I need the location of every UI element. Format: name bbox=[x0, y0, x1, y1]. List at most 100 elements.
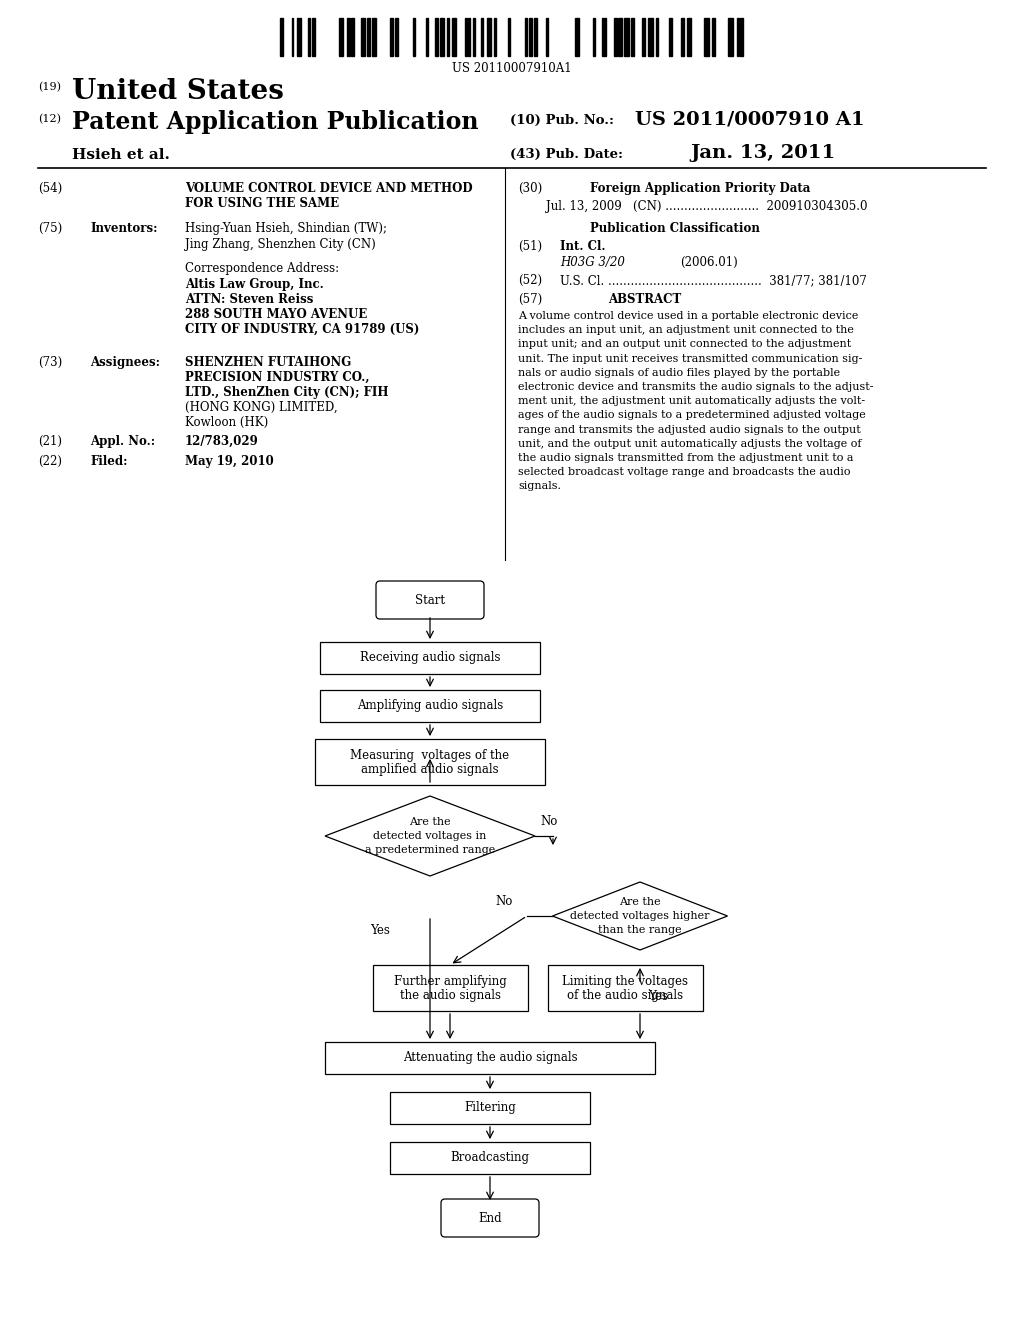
Text: Yes: Yes bbox=[370, 924, 390, 937]
Text: Amplifying audio signals: Amplifying audio signals bbox=[357, 700, 503, 713]
Bar bbox=[712, 18, 715, 55]
Text: (57): (57) bbox=[518, 293, 543, 306]
Text: No: No bbox=[496, 895, 513, 908]
Text: Filed:: Filed: bbox=[90, 455, 128, 469]
Text: United States: United States bbox=[72, 78, 284, 106]
Bar bbox=[617, 18, 623, 55]
Bar bbox=[453, 18, 456, 55]
Text: (21): (21) bbox=[38, 436, 62, 447]
Text: End: End bbox=[478, 1212, 502, 1225]
Text: A volume control device used in a portable electronic device: A volume control device used in a portab… bbox=[518, 312, 858, 321]
Bar bbox=[347, 18, 350, 55]
Bar bbox=[728, 18, 732, 55]
Bar bbox=[740, 18, 743, 55]
Text: 12/783,029: 12/783,029 bbox=[185, 436, 259, 447]
Bar bbox=[435, 18, 438, 55]
Text: (12): (12) bbox=[38, 114, 61, 124]
Text: ATTN: Steven Reiss: ATTN: Steven Reiss bbox=[185, 293, 313, 306]
Text: Publication Classification: Publication Classification bbox=[590, 222, 760, 235]
Bar bbox=[367, 18, 370, 55]
Text: Correspondence Address:: Correspondence Address: bbox=[185, 261, 339, 275]
Bar bbox=[535, 18, 537, 55]
Bar bbox=[280, 18, 283, 55]
Bar bbox=[308, 18, 310, 55]
Text: selected broadcast voltage range and broadcasts the audio: selected broadcast voltage range and bro… bbox=[518, 467, 851, 478]
Text: Further amplifying: Further amplifying bbox=[393, 974, 507, 987]
Text: Are the: Are the bbox=[620, 898, 660, 907]
Bar bbox=[465, 18, 467, 55]
Text: of the audio signals: of the audio signals bbox=[567, 989, 683, 1002]
Bar bbox=[473, 18, 475, 55]
Text: Yes: Yes bbox=[648, 990, 668, 1003]
FancyBboxPatch shape bbox=[373, 965, 527, 1011]
Text: US 20110007910A1: US 20110007910A1 bbox=[453, 62, 571, 75]
Text: Assignees:: Assignees: bbox=[90, 356, 160, 370]
FancyBboxPatch shape bbox=[390, 1142, 590, 1173]
Text: Attenuating the audio signals: Attenuating the audio signals bbox=[402, 1052, 578, 1064]
Bar bbox=[631, 18, 634, 55]
Bar bbox=[292, 18, 294, 55]
Text: PRECISION INDUSTRY CO.,: PRECISION INDUSTRY CO., bbox=[185, 371, 370, 384]
FancyBboxPatch shape bbox=[441, 1199, 539, 1237]
Text: Altis Law Group, Inc.: Altis Law Group, Inc. bbox=[185, 279, 324, 290]
FancyBboxPatch shape bbox=[390, 1092, 590, 1125]
Text: (19): (19) bbox=[38, 82, 61, 92]
Text: Measuring  voltages of the: Measuring voltages of the bbox=[350, 748, 510, 762]
Text: (54): (54) bbox=[38, 182, 62, 195]
Text: Jing Zhang, Shenzhen City (CN): Jing Zhang, Shenzhen City (CN) bbox=[185, 238, 376, 251]
Bar bbox=[395, 18, 397, 55]
Bar bbox=[642, 18, 645, 55]
Bar bbox=[360, 18, 365, 55]
Polygon shape bbox=[325, 796, 535, 876]
Bar bbox=[414, 18, 415, 55]
Bar bbox=[372, 18, 376, 55]
Text: Broadcasting: Broadcasting bbox=[451, 1151, 529, 1164]
Bar bbox=[426, 18, 428, 55]
Bar bbox=[648, 18, 653, 55]
Bar bbox=[339, 18, 343, 55]
FancyBboxPatch shape bbox=[376, 581, 484, 619]
Text: May 19, 2010: May 19, 2010 bbox=[185, 455, 273, 469]
Bar bbox=[669, 18, 673, 55]
Text: (HONG KONG) LIMITED,: (HONG KONG) LIMITED, bbox=[185, 401, 338, 414]
Bar bbox=[602, 18, 605, 55]
Text: H03G 3/20: H03G 3/20 bbox=[560, 256, 625, 269]
Text: signals.: signals. bbox=[518, 482, 561, 491]
Text: unit, and the output unit automatically adjusts the voltage of: unit, and the output unit automatically … bbox=[518, 438, 861, 449]
Text: (51): (51) bbox=[518, 240, 542, 253]
Bar bbox=[495, 18, 497, 55]
Text: (73): (73) bbox=[38, 356, 62, 370]
Bar bbox=[736, 18, 739, 55]
Text: ment unit, the adjustment unit automatically adjusts the volt-: ment unit, the adjustment unit automatic… bbox=[518, 396, 865, 407]
Polygon shape bbox=[553, 882, 727, 950]
Bar bbox=[508, 18, 510, 55]
FancyBboxPatch shape bbox=[315, 739, 545, 785]
Bar bbox=[613, 18, 616, 55]
Text: includes an input unit, an adjustment unit connected to the: includes an input unit, an adjustment un… bbox=[518, 325, 854, 335]
Text: No: No bbox=[540, 814, 557, 828]
FancyBboxPatch shape bbox=[325, 1041, 655, 1074]
Bar bbox=[447, 18, 450, 55]
Text: Start: Start bbox=[415, 594, 445, 606]
FancyBboxPatch shape bbox=[548, 965, 702, 1011]
Text: input unit; and an output unit connected to the adjustment: input unit; and an output unit connected… bbox=[518, 339, 851, 350]
Text: detected voltages in: detected voltages in bbox=[374, 832, 486, 841]
Text: US 2011/0007910 A1: US 2011/0007910 A1 bbox=[635, 110, 864, 128]
Text: the audio signals: the audio signals bbox=[399, 989, 501, 1002]
Text: Int. Cl.: Int. Cl. bbox=[560, 240, 605, 253]
Bar bbox=[440, 18, 443, 55]
Text: amplified audio signals: amplified audio signals bbox=[361, 763, 499, 776]
Text: Kowloon (HK): Kowloon (HK) bbox=[185, 416, 268, 429]
Bar bbox=[468, 18, 470, 55]
Text: ABSTRACT: ABSTRACT bbox=[608, 293, 681, 306]
Text: detected voltages higher: detected voltages higher bbox=[570, 911, 710, 921]
Bar bbox=[574, 18, 579, 55]
Bar bbox=[390, 18, 393, 55]
Text: Hsing-Yuan Hsieh, Shindian (TW);: Hsing-Yuan Hsieh, Shindian (TW); bbox=[185, 222, 387, 235]
Text: (22): (22) bbox=[38, 455, 62, 469]
Text: unit. The input unit receives transmitted communication sig-: unit. The input unit receives transmitte… bbox=[518, 354, 862, 363]
Text: VOLUME CONTROL DEVICE AND METHOD
FOR USING THE SAME: VOLUME CONTROL DEVICE AND METHOD FOR USI… bbox=[185, 182, 473, 210]
Bar bbox=[481, 18, 483, 55]
Text: Jul. 13, 2009   (CN) .........................  200910304305.0: Jul. 13, 2009 (CN) .....................… bbox=[546, 201, 867, 213]
Text: the audio signals transmitted from the adjustment unit to a: the audio signals transmitted from the a… bbox=[518, 453, 853, 463]
